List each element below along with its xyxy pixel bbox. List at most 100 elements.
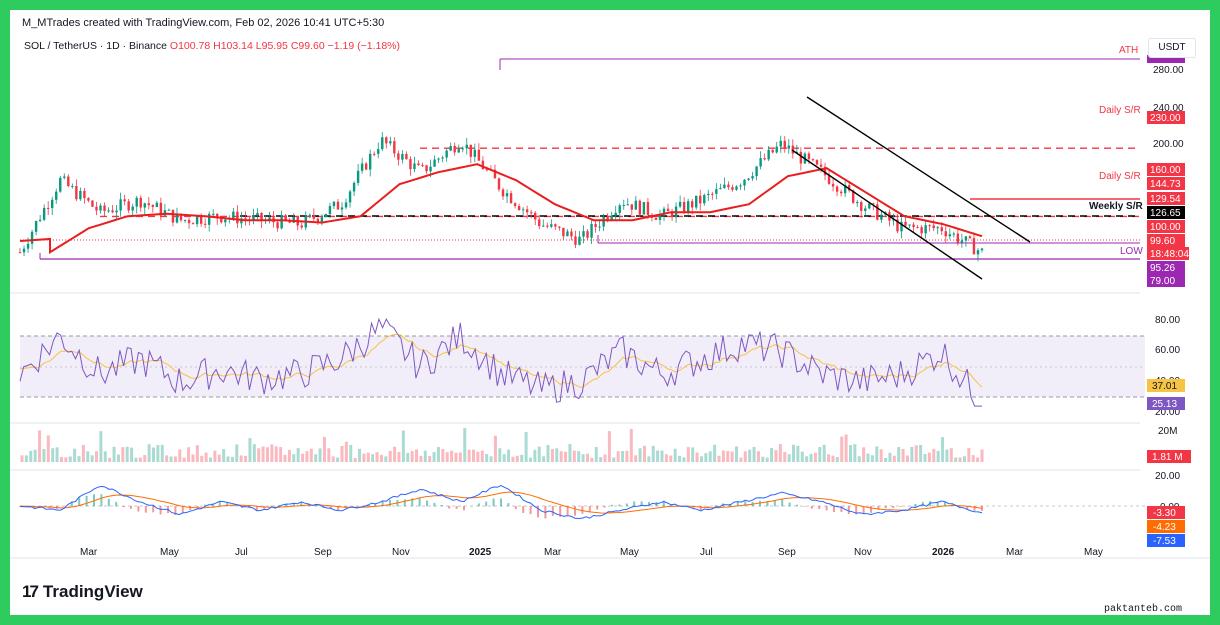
price-candle	[203, 223, 207, 225]
price-tag-bg	[1147, 247, 1189, 260]
volume-bar	[634, 455, 638, 462]
price-candle	[485, 169, 489, 171]
volume-bar	[721, 450, 725, 462]
rsi-ma-line	[19, 333, 983, 388]
price-candle	[976, 250, 980, 255]
price-candle	[594, 223, 597, 228]
price-candle	[751, 176, 754, 179]
volume-bar	[704, 453, 708, 462]
price-tag-label: 99.60	[1150, 236, 1175, 247]
price-candle	[340, 207, 344, 210]
volume-bar	[853, 444, 857, 462]
volume-bar	[954, 457, 958, 462]
macd-histogram-bar	[766, 500, 769, 507]
volume-bar	[340, 445, 344, 462]
rsi-axis-tick: 20.00	[1155, 407, 1180, 418]
price-candle	[103, 205, 106, 211]
price-candle	[232, 211, 235, 218]
volume-bar	[800, 451, 804, 462]
volume-bar	[322, 436, 326, 462]
volume-axis-tick: 20M	[1158, 426, 1177, 437]
price-candle	[900, 221, 903, 232]
currency-unit-button[interactable]: USDT	[1148, 38, 1196, 58]
macd-histogram-bar	[603, 506, 606, 508]
ohlc-low-label: L	[255, 40, 262, 52]
volume-bar	[287, 449, 291, 462]
rsi-axis-tick: 80.00	[1155, 315, 1180, 326]
price-candle	[481, 160, 485, 170]
price-candle	[425, 165, 428, 172]
watermark: paktanteb.com	[1102, 604, 1185, 615]
price-candle	[497, 178, 501, 190]
price-candle	[433, 159, 436, 167]
volume-bar	[564, 451, 568, 462]
macd-histogram-bar	[152, 506, 155, 513]
price-candle	[63, 176, 66, 178]
price-candle	[284, 215, 287, 221]
price-candle	[38, 219, 42, 222]
price-tag-label: 18:48:04	[1150, 249, 1189, 260]
volume-bar	[165, 455, 169, 462]
macd-signal-line	[19, 491, 983, 514]
price-candle	[163, 210, 167, 216]
volume-bar	[717, 455, 721, 462]
volume-bar	[292, 454, 296, 462]
volume-bar	[99, 431, 103, 462]
volume-bar	[809, 453, 813, 462]
price-candle	[767, 149, 770, 160]
macd-histogram-bar	[492, 498, 495, 507]
price-candle	[368, 153, 372, 170]
macd-histogram-bar	[181, 506, 184, 513]
volume-bar	[134, 457, 138, 462]
price-candle	[662, 208, 666, 215]
macd-histogram-bar	[551, 506, 554, 516]
volume-bar	[914, 445, 918, 462]
price-tag-label: 79.00	[1150, 276, 1175, 287]
price-candle	[699, 195, 702, 204]
volume-bar	[555, 448, 559, 462]
macd-histogram-bar	[973, 506, 976, 511]
ohlc-low: 95.95	[261, 40, 288, 52]
ohlc-close-label: C	[290, 40, 299, 52]
volume-bar	[68, 456, 72, 462]
price-candle	[115, 210, 118, 213]
price-candle	[554, 224, 557, 227]
volume-bar	[691, 447, 695, 462]
price-candle	[143, 203, 146, 208]
volume-bar	[748, 449, 752, 462]
price-candle	[34, 221, 38, 232]
macd-histogram-bar	[448, 506, 451, 509]
volume-bar	[480, 450, 484, 462]
volume-bar	[673, 448, 677, 462]
volume-bar	[568, 444, 572, 462]
macd-histogram-bar	[699, 506, 702, 511]
price-candle	[393, 141, 396, 154]
price-candle	[22, 248, 26, 253]
price-candle	[461, 148, 464, 150]
volume-bar	[967, 448, 971, 462]
macd-tag: -7.53	[1153, 536, 1176, 547]
macd-histogram-bar	[640, 501, 643, 507]
price-tag-label: 95.26	[1150, 263, 1175, 274]
weekly-sr-label: Weekly S/R	[1089, 201, 1144, 212]
price-candle	[538, 219, 541, 227]
volume-bar	[932, 448, 936, 462]
price-tag-bg	[1147, 177, 1185, 190]
volume-bar	[971, 455, 975, 462]
price-candle	[735, 186, 738, 190]
price-candle	[175, 213, 179, 223]
chart-credit: M_MTrades created with TradingView.com, …	[22, 17, 385, 29]
price-candle	[626, 204, 629, 206]
macd-histogram-bar	[485, 501, 488, 507]
volume-bar	[642, 445, 646, 462]
price-axis-tick: 200.00	[1153, 139, 1184, 150]
volume-bar	[138, 457, 142, 462]
price-candle	[199, 216, 203, 224]
price-tag-bg	[1147, 206, 1185, 219]
volume-bar	[581, 454, 585, 462]
volume-bar	[682, 457, 686, 462]
macd-tag-bg	[1147, 506, 1185, 519]
volume-bar	[51, 448, 55, 462]
volume-bar	[756, 451, 760, 462]
price-candle	[71, 186, 74, 188]
